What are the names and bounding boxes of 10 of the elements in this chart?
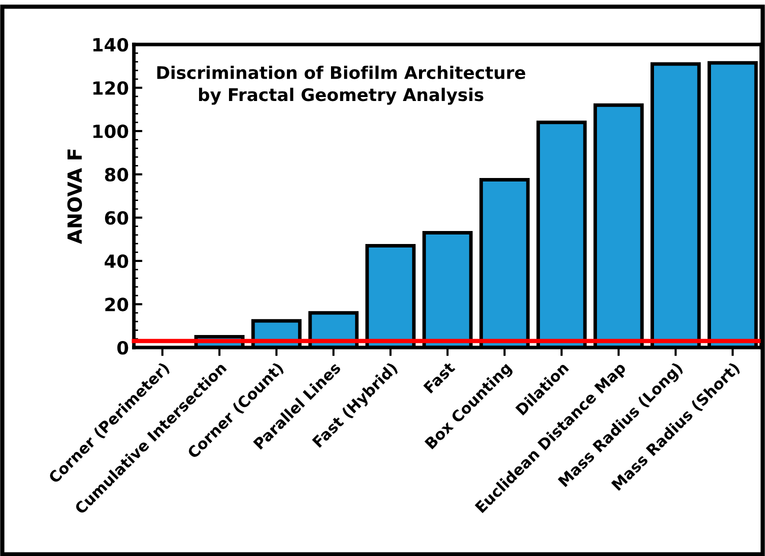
y-tick-label: 120 <box>93 81 128 95</box>
text: Discrimination of Biofilm Architecture by Fractal Geometry Analysis <box>157 66 526 105</box>
y-tick-label: 20 <box>105 298 128 312</box>
y-axis-title: ANOVA F <box>67 150 82 244</box>
y-tick-label: 40 <box>104 254 128 268</box>
y-tick-label: 100 <box>93 124 128 138</box>
y-tick-label: 140 <box>93 38 128 52</box>
y-tick-label: 0 <box>117 340 128 355</box>
y-tick-label: 60 <box>105 211 128 225</box>
y-tick-label: 80 <box>104 168 128 182</box>
